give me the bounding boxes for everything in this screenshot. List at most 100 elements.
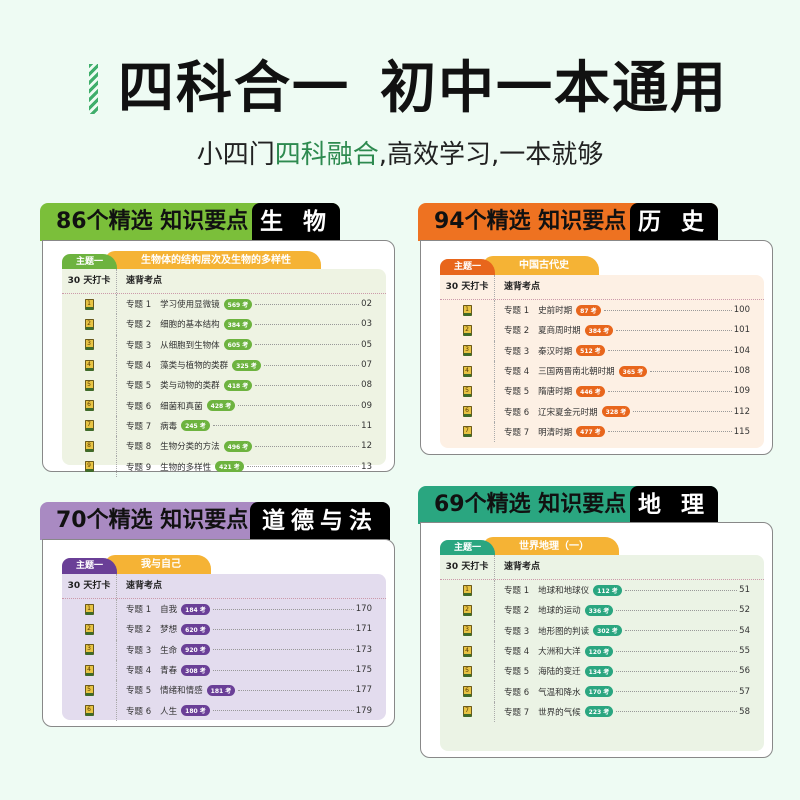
- badge-count: 120: [588, 648, 602, 656]
- day-cell: 2: [62, 619, 117, 640]
- topic-name: 明清时期: [538, 427, 573, 438]
- topic-table: 30 天打卡 速背考点 1 专题 1 地球和地球仪 112 考 51 2 专题 …: [440, 555, 764, 751]
- topic-row[interactable]: 1 专题 1 自我 184 考 170: [62, 599, 386, 620]
- calendar-icon: 1: [84, 298, 94, 310]
- topic-name: 细菌和真菌: [160, 401, 203, 412]
- leader-dots: [212, 649, 354, 651]
- topic-name: 地球的运动: [538, 606, 581, 617]
- topic-row[interactable]: 7 专题 7 世界的气候 223 考 58: [440, 701, 764, 723]
- topic-row[interactable]: 5 专题 5 类与动物的类群 418 考 08: [62, 375, 386, 396]
- topic-row[interactable]: 6 专题 6 细菌和真菌 428 考 09: [62, 395, 386, 416]
- day-cell: 2: [62, 314, 117, 335]
- topic-index: 2: [145, 320, 152, 331]
- page-number: 171: [355, 624, 372, 635]
- badge-suffix: 考: [594, 348, 601, 356]
- page-number: 104: [733, 345, 750, 356]
- topic-row[interactable]: 5 专题 5 隋唐时期 446 考 109: [440, 381, 764, 402]
- topic-row[interactable]: 7 专题 7 明清时期 477 考 115: [440, 421, 764, 443]
- subject-label: 道德与法治: [250, 502, 390, 572]
- topic-row[interactable]: 3 专题 3 秦汉时期 512 考 104: [440, 340, 764, 361]
- topic-row[interactable]: 4 专题 4 藻类与植物的类群 325 考 07: [62, 354, 386, 376]
- calendar-icon: 4: [84, 359, 94, 371]
- topic-index: 5: [145, 686, 152, 697]
- topic-row[interactable]: 6 专题 6 人生 180 考 179: [62, 700, 386, 721]
- topic-prefix: 专题: [126, 686, 144, 697]
- topic-name: 海陆的变迁: [538, 667, 581, 678]
- subject-label: 地 理: [630, 486, 718, 524]
- badge-count: 87: [580, 307, 589, 315]
- topic-row[interactable]: 8 专题 8 生物分类的方法 496 考 12: [62, 436, 386, 457]
- badge-suffix: 考: [225, 403, 232, 411]
- topic-row[interactable]: 6 专题 6 辽宋夏金元时期 328 考 112: [440, 401, 764, 422]
- topic-number: 专题 2: [504, 604, 529, 616]
- day-cell: 2: [440, 320, 495, 341]
- topic-prefix: 专题: [126, 320, 144, 331]
- topic-row[interactable]: 3 专题 3 生命 920 考 173: [62, 639, 386, 660]
- topic-row[interactable]: 1 专题 1 地球和地球仪 112 考 51: [440, 580, 764, 601]
- badge-suffix: 考: [242, 342, 249, 350]
- topic-index: 6: [145, 401, 152, 412]
- badge-count: 605: [227, 342, 241, 350]
- badge-suffix: 考: [590, 307, 597, 315]
- page-number: 112: [733, 406, 750, 417]
- calendar-icon: 4: [462, 645, 472, 657]
- badge-count: 477: [580, 429, 593, 437]
- topic-index: 3: [145, 645, 152, 656]
- badge-suffix: 考: [603, 668, 610, 676]
- topic-row[interactable]: 5 专题 5 海陆的变迁 134 考 56: [440, 661, 764, 682]
- topic-index: 4: [523, 647, 530, 658]
- topic-cell: 专题 2 地球的运动 336 考 52: [495, 600, 764, 620]
- leader-dots: [616, 691, 738, 693]
- topic-name: 大洲和大洋: [538, 647, 581, 658]
- badge-count: 428: [210, 403, 224, 411]
- topic-index: 4: [523, 367, 530, 378]
- badge-suffix: 考: [594, 429, 601, 437]
- exam-count-badge: 365 考: [618, 365, 648, 377]
- topic-row[interactable]: 2 专题 2 梦想 620 考 171: [62, 619, 386, 640]
- col-day-header: 30 天打卡: [440, 275, 495, 299]
- page-number: 179: [355, 705, 372, 716]
- topic-row[interactable]: 4 专题 4 大洲和大洋 120 考 55: [440, 640, 764, 662]
- calendar-icon: 5: [84, 684, 94, 696]
- badge-count: 180: [185, 708, 198, 716]
- topic-row[interactable]: 4 专题 4 三国两晋南北朝时期 365 考 108: [440, 360, 764, 382]
- col-points-header: 速背考点: [504, 281, 541, 292]
- topic-number: 专题 4: [504, 645, 529, 657]
- topic-prefix: 专题: [126, 625, 144, 636]
- day-cell: 6: [440, 681, 495, 702]
- badge-count: 181: [210, 687, 224, 695]
- card-header: 86个精选 知识要点 生 物: [40, 203, 340, 241]
- topic-row[interactable]: 1 专题 1 学习使用显微镜 569 考 02: [62, 294, 386, 315]
- topic-row[interactable]: 2 专题 2 细胞的基本结构 384 考 03: [62, 314, 386, 335]
- topic-row[interactable]: 6 专题 6 气温和降水 170 考 57: [440, 681, 764, 702]
- topic-row[interactable]: 2 专题 2 地球的运动 336 考 52: [440, 600, 764, 621]
- topic-row[interactable]: 1 专题 1 史前时期 87 考 100: [440, 300, 764, 321]
- topic-cell: 专题 5 隋唐时期 446 考 109: [495, 381, 764, 401]
- topic-cell: 专题 7 世界的气候 223 考 58: [495, 702, 764, 722]
- calendar-icon: 4: [84, 664, 94, 676]
- calendar-icon: 1: [462, 304, 472, 316]
- topic-index: 6: [145, 706, 152, 717]
- topic-row[interactable]: 3 专题 3 从细胞到生物体 605 考 05: [62, 334, 386, 355]
- card-geography: 69个精选 知识要点 地 理 世界地理（一） 主题一 30 天打卡 速背考点 1…: [418, 486, 775, 758]
- topic-row[interactable]: 7 专题 7 病毒 245 考 11: [62, 415, 386, 437]
- page-number: 02: [361, 299, 372, 310]
- day-cell: 5: [62, 680, 117, 701]
- topic-row[interactable]: 9 专题 9 生物的多样性 421 考 13: [62, 456, 386, 477]
- subtitle: 小四门四科融合,高效学习,一本就够: [0, 134, 800, 171]
- topic-row[interactable]: 4 专题 4 青春 308 考 175: [62, 659, 386, 681]
- badge-count: 328: [605, 409, 619, 417]
- day-cell: 1: [440, 580, 495, 601]
- day-cell: 6: [62, 395, 117, 416]
- exam-count-badge: 170 考: [584, 686, 614, 698]
- theme-title: 我与自己: [105, 555, 211, 574]
- topic-index: 1: [523, 306, 530, 317]
- col-points-header: 速背考点: [126, 275, 163, 286]
- leader-dots: [255, 323, 360, 325]
- badge-suffix: 考: [250, 362, 257, 370]
- topic-row[interactable]: 3 专题 3 地形图的判读 302 考 54: [440, 620, 764, 641]
- topic-row[interactable]: 5 专题 5 情绪和情感 181 考 177: [62, 680, 386, 701]
- topic-table: 30 天打卡 速背考点 1 专题 1 自我 184 考 170 2 专题 2 梦…: [62, 574, 386, 721]
- badge-suffix: 考: [603, 689, 610, 697]
- topic-row[interactable]: 2 专题 2 夏商周时期 384 考 101: [440, 320, 764, 341]
